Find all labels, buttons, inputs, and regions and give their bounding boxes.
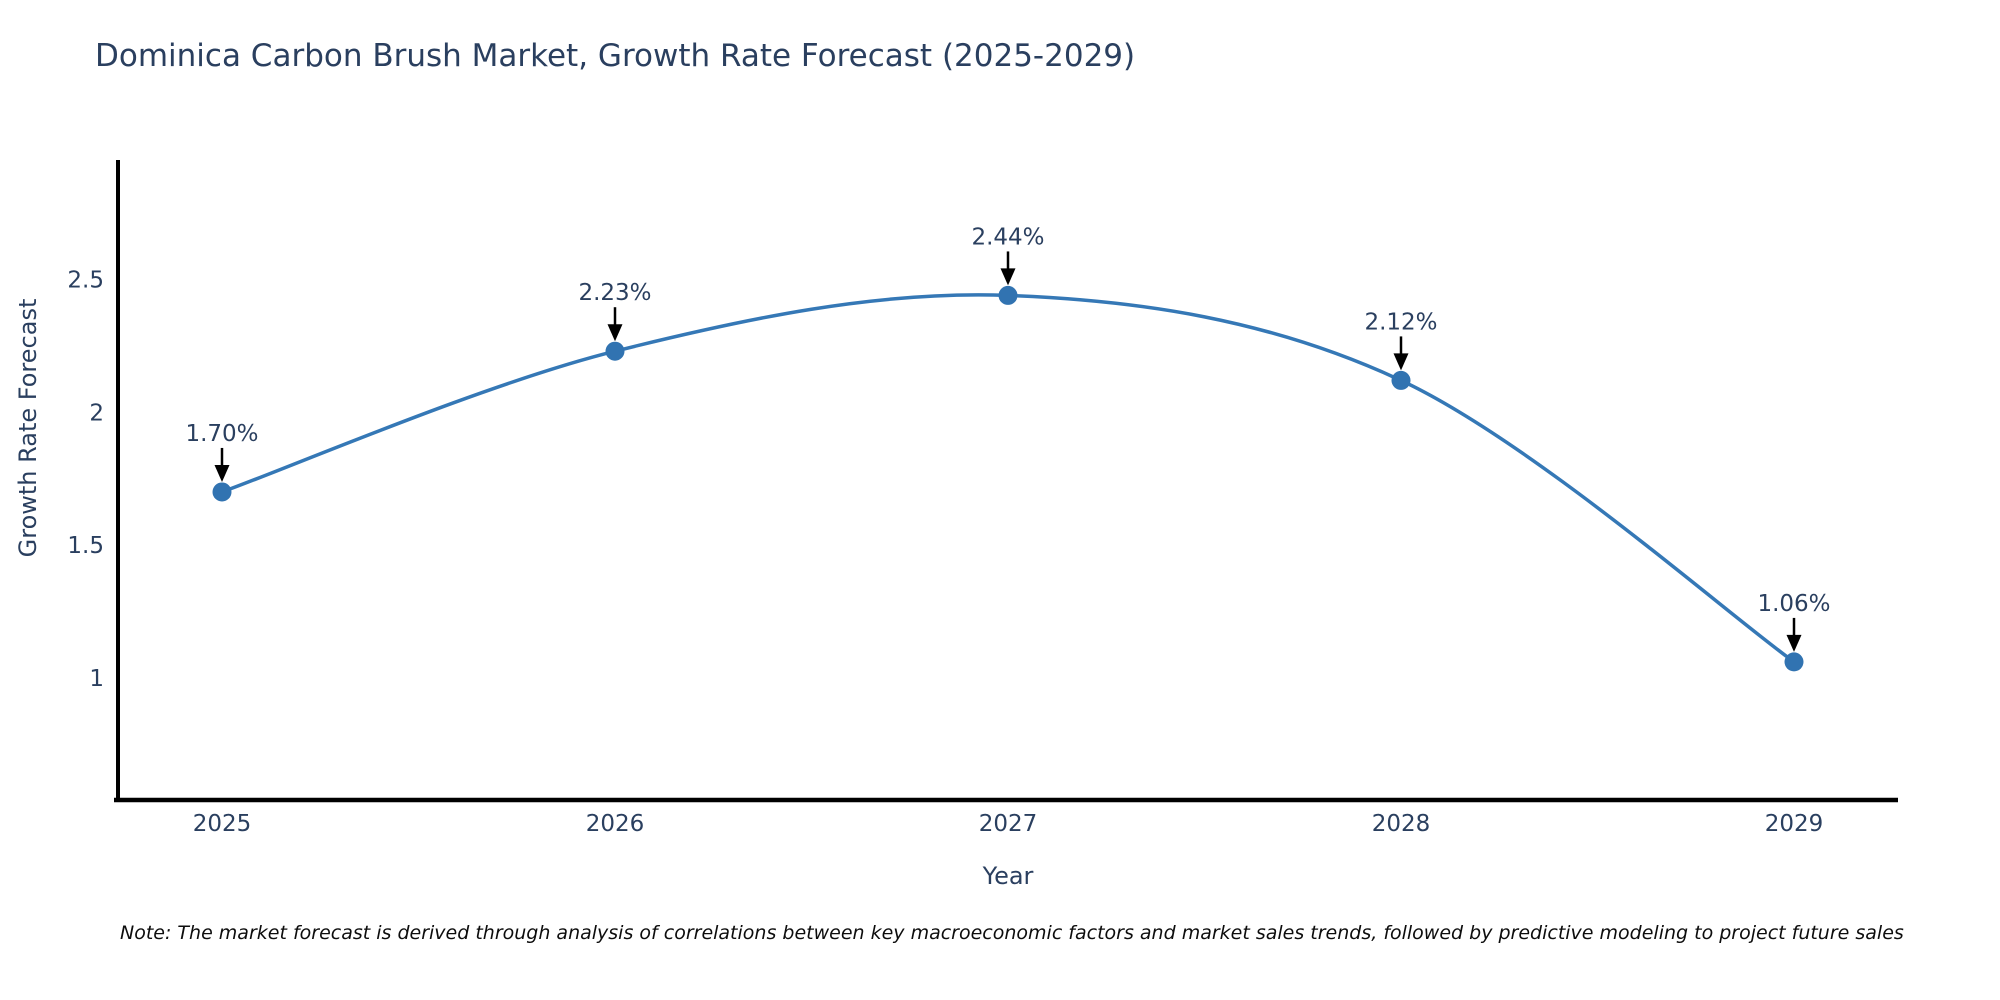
data-point: [212, 482, 232, 502]
y-axis-title: Growth Rate Forecast: [14, 298, 42, 558]
data-point: [605, 341, 625, 361]
x-tick-label: 2025: [193, 811, 252, 837]
footnote: Note: The market forecast is derived thr…: [120, 922, 1904, 944]
data-point: [1784, 652, 1804, 672]
annotation-arrowhead-icon: [1000, 268, 1016, 286]
point-annotation-label: 2.23%: [578, 280, 651, 306]
point-annotation-label: 1.06%: [1757, 591, 1830, 617]
y-tick-label: 2: [89, 400, 104, 426]
annotation-arrowhead-icon: [1393, 353, 1409, 371]
y-tick-label: 1.5: [67, 533, 104, 559]
point-annotation-label: 1.70%: [185, 421, 258, 447]
x-tick-label: 2028: [1372, 811, 1431, 837]
x-axis-title: Year: [982, 862, 1034, 890]
x-tick-label: 2026: [586, 811, 645, 837]
data-point: [1391, 370, 1411, 390]
chart-title: Dominica Carbon Brush Market, Growth Rat…: [95, 38, 1136, 74]
trend-line: [220, 293, 1796, 664]
annotation-arrowhead-icon: [214, 464, 230, 482]
x-tick-label: 2029: [1765, 811, 1824, 837]
point-annotation-label: 2.12%: [1364, 309, 1437, 335]
x-tick-label: 2027: [979, 811, 1038, 837]
y-tick-label: 1: [89, 666, 104, 692]
y-tick-label: 2.5: [67, 268, 104, 294]
annotation-arrowhead-icon: [607, 324, 623, 342]
annotation-arrowhead-icon: [1786, 634, 1802, 652]
point-annotation-label: 2.44%: [971, 224, 1044, 250]
data-point: [998, 285, 1018, 305]
